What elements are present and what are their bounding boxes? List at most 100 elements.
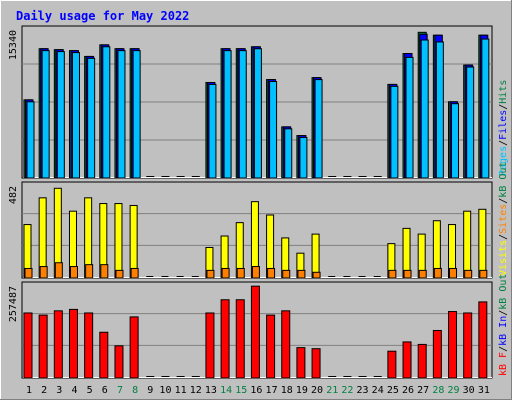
bar (388, 269, 397, 279)
x-tick-label: 16 (250, 385, 262, 396)
x-tick-label: 7 (117, 385, 123, 396)
legend-item: kB F (498, 352, 509, 376)
bar (68, 308, 78, 379)
bar (130, 267, 139, 279)
bar (269, 81, 278, 179)
bar (115, 269, 124, 279)
panel-legend: kB F/kB In/kB Out (498, 274, 509, 376)
bar (390, 85, 399, 179)
bar (314, 79, 323, 179)
bar (56, 51, 65, 179)
x-tick-label: 25 (387, 385, 399, 396)
panel-1: 15340 Pages/Files/Hits (8, 25, 509, 179)
bar (24, 267, 33, 279)
x-tick-label: 12 (190, 385, 202, 396)
bar (281, 310, 291, 379)
bar (238, 50, 247, 179)
bar (253, 48, 262, 179)
bar (402, 341, 412, 379)
x-tick-label: 19 (296, 385, 308, 396)
bar (69, 266, 78, 279)
legend-item: kB Out (498, 274, 509, 310)
bar (221, 267, 230, 279)
bar (463, 210, 472, 279)
bar (299, 136, 308, 179)
bar (466, 66, 475, 179)
bar (102, 46, 111, 179)
panel-legend: Visits/Sites/kB Out (498, 162, 509, 276)
bar (463, 312, 473, 379)
bar (114, 345, 124, 379)
legend-item: / (498, 140, 509, 146)
series-kb-f (23, 285, 488, 379)
x-tick-label: 9 (147, 385, 153, 396)
bar (235, 299, 245, 379)
panels: 15340 Pages/Files/Hits 482 Visits/Sites/kB … (8, 25, 509, 379)
bar (479, 269, 488, 279)
legend-item: Visits (498, 240, 509, 276)
x-tick-label: 23 (357, 385, 369, 396)
bar (387, 350, 397, 379)
bar (284, 128, 293, 179)
bar (448, 311, 458, 379)
x-tick-label: 18 (281, 385, 293, 396)
x-tick-label: 1 (26, 385, 32, 396)
x-tick-label: 27 (417, 385, 429, 396)
bar (87, 57, 96, 179)
bar (464, 269, 473, 279)
x-tick-label: 6 (102, 385, 108, 396)
panel-legend: Pages/Files/Hits (498, 80, 509, 176)
bar (100, 264, 109, 279)
bar (296, 347, 306, 379)
x-tick-label: 30 (463, 385, 475, 396)
series-sites (24, 262, 488, 279)
legend-item: kB In (498, 316, 509, 346)
bar (53, 310, 63, 379)
x-tick-label: 24 (372, 385, 384, 396)
y-max-label: 15340 (8, 30, 19, 60)
bar (250, 285, 260, 379)
bar (114, 203, 123, 279)
bar (84, 312, 94, 379)
y-max-label: 482 (8, 186, 19, 204)
bar (478, 301, 488, 379)
x-tick-label: 26 (402, 385, 414, 396)
bar (220, 299, 230, 379)
bar (117, 50, 126, 179)
bar (206, 269, 215, 279)
bar (54, 262, 63, 279)
bar (85, 264, 94, 279)
legend-item: / (498, 234, 509, 240)
x-tick-label: 21 (326, 385, 338, 396)
bar (132, 50, 141, 179)
bar (251, 266, 260, 279)
bar (481, 38, 490, 179)
x-tick-label: 22 (341, 385, 353, 396)
bar (420, 39, 429, 179)
bar (405, 56, 414, 179)
x-tick-label: 20 (311, 385, 323, 396)
bar (267, 267, 276, 279)
x-tick-label: 29 (447, 385, 459, 396)
x-tick-label: 15 (235, 385, 247, 396)
bar (451, 103, 460, 179)
bar (478, 208, 487, 279)
bar (39, 266, 48, 279)
bar (311, 233, 320, 279)
x-tick-label: 2 (41, 385, 47, 396)
x-tick-label: 13 (205, 385, 217, 396)
bar (23, 312, 33, 379)
x-tick-label: 14 (220, 385, 232, 396)
bar (41, 50, 50, 179)
series-pages (26, 38, 490, 179)
bar (282, 269, 291, 279)
x-tick-label: 17 (266, 385, 278, 396)
bar (433, 267, 442, 279)
x-tick-label: 5 (87, 385, 93, 396)
bar (312, 271, 321, 279)
legend-item: / (498, 104, 509, 110)
bar (129, 204, 138, 279)
bar (403, 269, 412, 279)
bar (297, 269, 306, 279)
